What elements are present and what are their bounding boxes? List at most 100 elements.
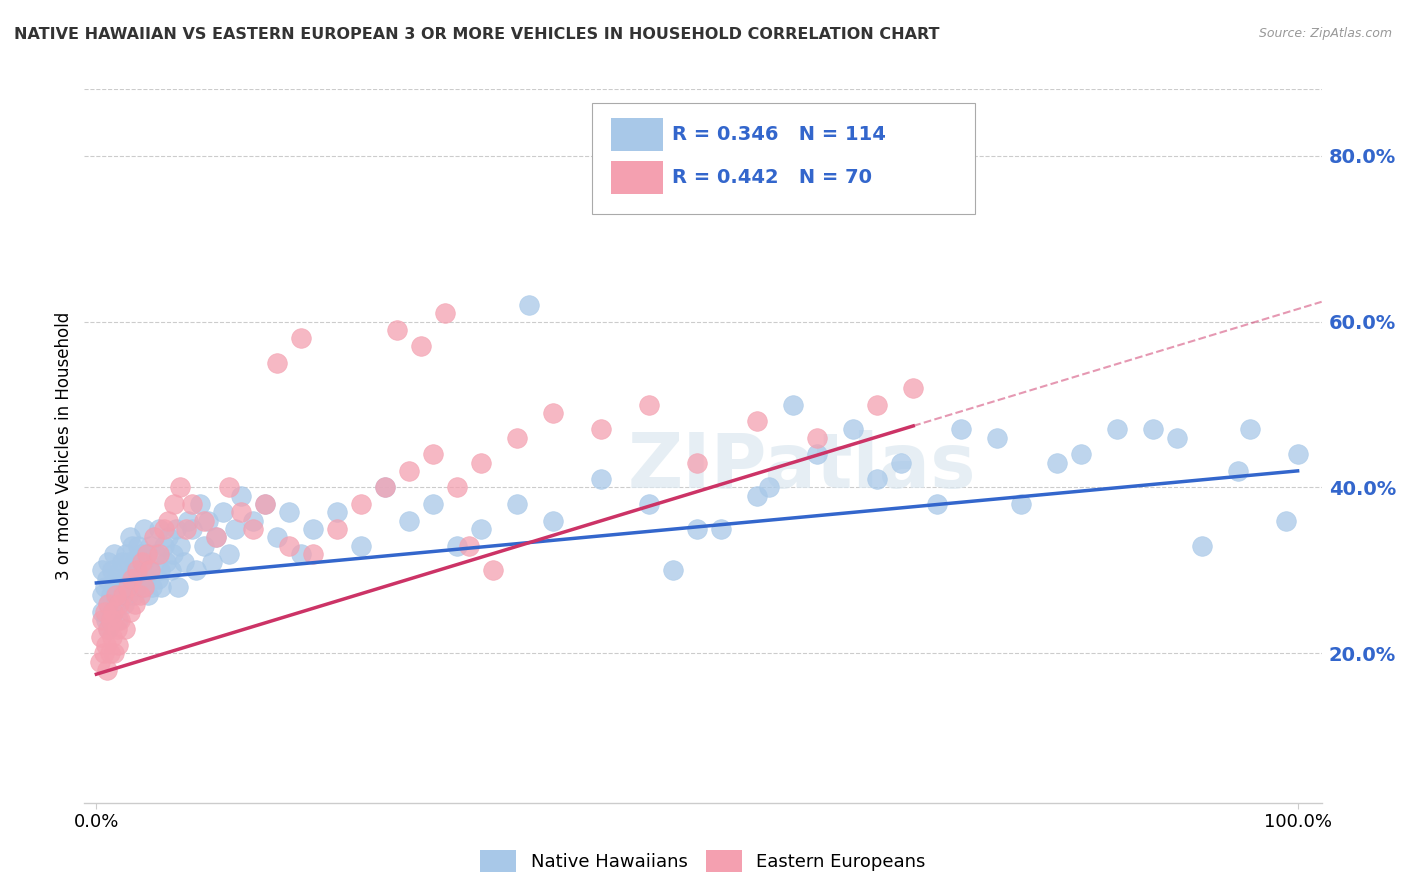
Point <box>409 339 432 353</box>
Point <box>128 588 150 602</box>
Point <box>100 588 122 602</box>
Point <box>97 622 120 636</box>
Point <box>105 622 128 636</box>
Point <box>111 580 134 594</box>
Point <box>433 306 456 320</box>
Point <box>90 630 112 644</box>
Point <box>157 514 180 528</box>
Point <box>229 489 252 503</box>
Point <box>205 530 228 544</box>
Point <box>181 497 204 511</box>
Point <box>91 564 114 578</box>
Point <box>103 605 125 619</box>
Point <box>101 630 124 644</box>
Point <box>127 564 149 578</box>
Point <box>110 613 132 627</box>
Text: R = 0.346   N = 114: R = 0.346 N = 114 <box>672 126 886 145</box>
Point <box>842 422 865 436</box>
Point <box>146 572 169 586</box>
Point <box>117 580 139 594</box>
FancyBboxPatch shape <box>612 161 664 194</box>
Point <box>541 514 564 528</box>
Point <box>325 505 347 519</box>
Point <box>143 530 166 544</box>
Point <box>229 505 252 519</box>
Point <box>94 580 117 594</box>
Point <box>1239 422 1261 436</box>
Point <box>253 497 276 511</box>
Point <box>118 555 141 569</box>
Point <box>121 539 143 553</box>
Point <box>589 472 612 486</box>
Point <box>866 397 889 411</box>
Point <box>125 580 148 594</box>
Point <box>927 497 949 511</box>
Point <box>131 580 153 594</box>
Point <box>104 597 127 611</box>
Point <box>1107 422 1129 436</box>
Point <box>589 422 612 436</box>
Point <box>124 597 146 611</box>
Point <box>1191 539 1213 553</box>
Point <box>277 539 299 553</box>
Point <box>1274 514 1296 528</box>
Point <box>115 572 138 586</box>
Point <box>150 580 173 594</box>
Point <box>745 489 768 503</box>
Point <box>541 406 564 420</box>
Text: NATIVE HAWAIIAN VS EASTERN EUROPEAN 3 OR MORE VEHICLES IN HOUSEHOLD CORRELATION : NATIVE HAWAIIAN VS EASTERN EUROPEAN 3 OR… <box>14 27 939 42</box>
Point <box>152 522 174 536</box>
Point <box>148 522 170 536</box>
Point <box>103 580 125 594</box>
Point <box>176 514 198 528</box>
Point <box>806 447 828 461</box>
Point <box>110 555 132 569</box>
Point <box>506 497 529 511</box>
Point <box>710 522 733 536</box>
Point <box>118 605 141 619</box>
Point <box>197 514 219 528</box>
Point <box>114 622 136 636</box>
Point <box>138 564 160 578</box>
Point <box>97 555 120 569</box>
Point <box>385 323 408 337</box>
Point <box>224 522 246 536</box>
Point <box>169 539 191 553</box>
Point <box>121 572 143 586</box>
Point <box>470 522 492 536</box>
Point <box>118 530 141 544</box>
Point <box>149 564 172 578</box>
Point <box>745 414 768 428</box>
Point <box>111 588 134 602</box>
Point <box>506 431 529 445</box>
Point <box>127 564 149 578</box>
Point <box>139 564 162 578</box>
Point <box>758 481 780 495</box>
Point <box>127 539 149 553</box>
Point <box>117 588 139 602</box>
Point <box>218 481 240 495</box>
Point <box>188 497 211 511</box>
Point <box>91 588 114 602</box>
Point <box>135 547 157 561</box>
Point <box>986 431 1008 445</box>
Point <box>686 456 709 470</box>
Point <box>98 647 121 661</box>
Point <box>135 547 157 561</box>
Point <box>1070 447 1092 461</box>
Point <box>94 613 117 627</box>
Point <box>398 464 420 478</box>
Point <box>205 530 228 544</box>
Point <box>135 572 157 586</box>
Point <box>91 613 114 627</box>
Point <box>129 547 152 561</box>
Point <box>253 497 276 511</box>
Point <box>91 605 114 619</box>
Point <box>903 381 925 395</box>
Point <box>638 397 661 411</box>
Point <box>350 539 373 553</box>
Point <box>110 588 132 602</box>
Point <box>94 605 117 619</box>
Point <box>290 547 312 561</box>
Point <box>481 564 503 578</box>
